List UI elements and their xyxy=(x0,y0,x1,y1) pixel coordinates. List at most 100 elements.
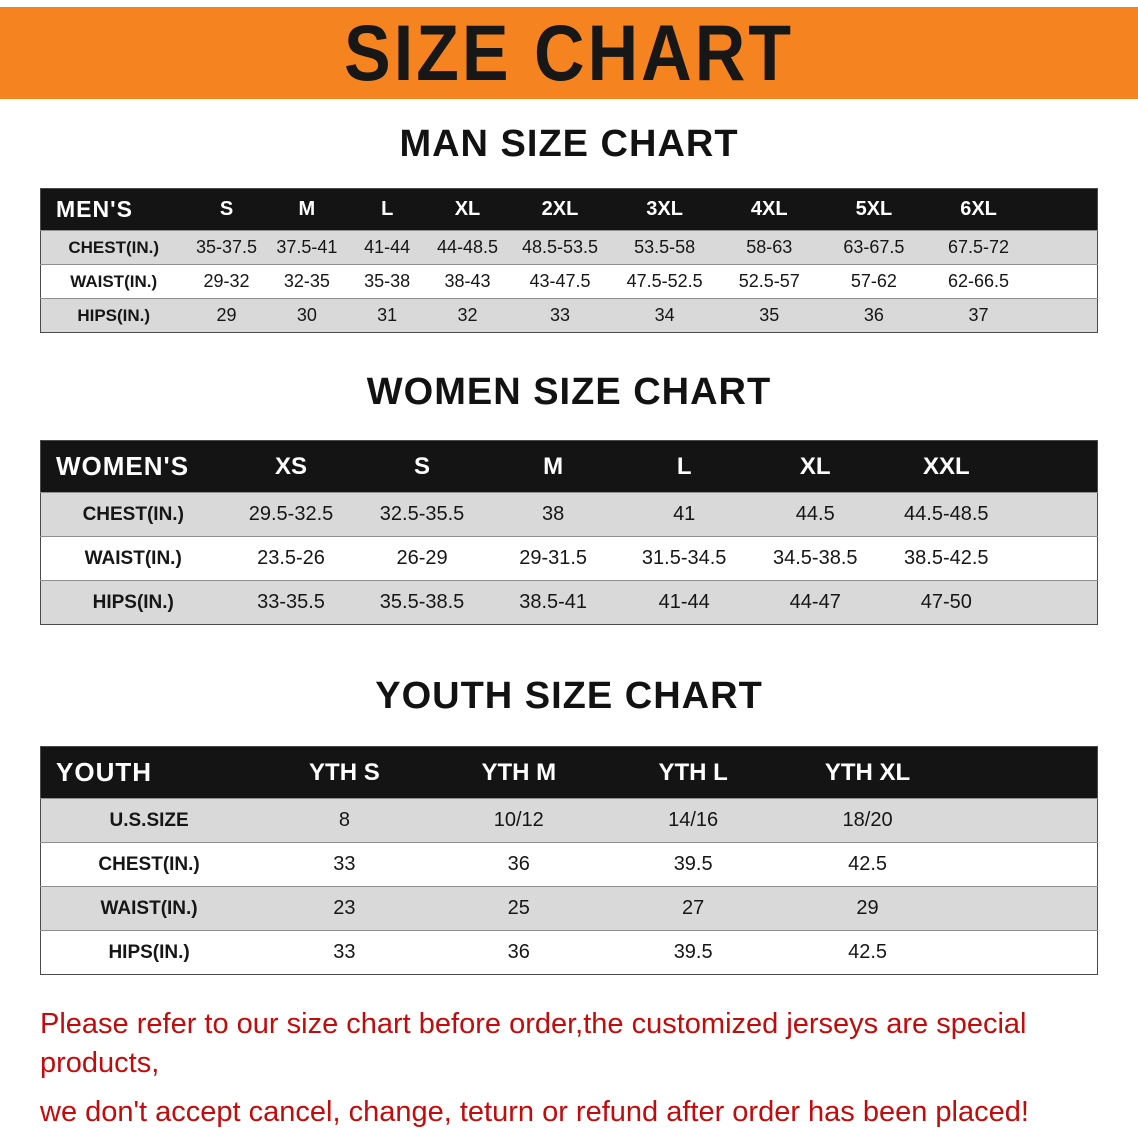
size-cell: 44.5 xyxy=(795,503,835,525)
filler-cell xyxy=(955,931,1098,975)
size-cell: 10/12 xyxy=(493,809,544,831)
disclaimer-line-1: Please refer to our size chart before or… xyxy=(40,1008,1027,1080)
size-chart-page: SIZE CHART MAN SIZE CHART MEN'S S M L XL… xyxy=(0,7,1138,1132)
row-label: HIPS(IN.) xyxy=(92,591,174,613)
size-cell: 35 xyxy=(759,305,780,325)
size-cell: 26-29 xyxy=(396,547,448,569)
size-cell: 8 xyxy=(338,809,350,831)
size-column-header: M xyxy=(266,188,348,231)
size-cell: 39.5 xyxy=(673,941,713,963)
filler-cell xyxy=(955,887,1098,931)
size-cell: 38-43 xyxy=(444,271,491,291)
size-cell: 38.5-42.5 xyxy=(904,547,989,569)
size-cell: 33 xyxy=(549,305,570,325)
men-section: MAN SIZE CHART MEN'S S M L XL 2XL 3XL 4X… xyxy=(0,123,1138,333)
row-label: HIPS(IN.) xyxy=(108,941,190,963)
size-column-header: YTH M xyxy=(431,746,606,799)
men-section-title: MAN SIZE CHART xyxy=(399,123,739,165)
row-label: U.S.SIZE xyxy=(109,809,189,831)
size-cell: 27 xyxy=(682,897,705,919)
row-label: CHEST(IN.) xyxy=(98,853,200,875)
size-cell: 32-35 xyxy=(283,271,330,291)
table-row: HIPS(IN.) 29 30 31 32 33 34 35 36 37 xyxy=(40,298,1098,333)
size-cell: 34.5-38.5 xyxy=(772,547,858,569)
size-column-header: M xyxy=(487,440,619,493)
size-cell: 25 xyxy=(507,897,530,919)
size-cell: 23 xyxy=(333,897,356,919)
size-cell: 35-38 xyxy=(364,271,411,291)
size-cell: 41-44 xyxy=(658,591,710,613)
size-cell: 23.5-26 xyxy=(257,547,325,569)
size-column-header: 5XL xyxy=(821,188,927,231)
size-cell: 29-32 xyxy=(203,271,250,291)
size-column-header: YTH XL xyxy=(780,746,955,799)
size-cell: 44-48.5 xyxy=(436,237,499,257)
size-column-header: XL xyxy=(749,440,881,493)
men-header-row: MEN'S S M L XL 2XL 3XL 4XL 5XL 6XL xyxy=(40,188,1098,231)
size-cell: 42.5 xyxy=(848,941,888,963)
size-column-header: S xyxy=(186,188,267,231)
youth-section: YOUTH SIZE CHART YOUTH YTH S YTH M YTH L… xyxy=(0,675,1138,975)
filler-cell xyxy=(1012,581,1098,625)
filler-cell xyxy=(1031,231,1098,265)
banner-title: SIZE CHART xyxy=(344,9,794,97)
filler-cell xyxy=(1011,440,1098,493)
youth-table-corner-label: YOUTH xyxy=(40,746,258,799)
table-row: HIPS(IN.) 33-35.5 35.5-38.5 38.5-41 41-4… xyxy=(40,580,1098,625)
table-row: HIPS(IN.) 33 36 39.5 42.5 xyxy=(40,930,1098,975)
table-row: WAIST(IN.) 23 25 27 29 xyxy=(40,886,1098,931)
size-cell: 31.5-34.5 xyxy=(641,547,727,569)
size-cell: 37 xyxy=(968,305,989,325)
filler-cell xyxy=(955,843,1098,887)
size-cell: 38 xyxy=(542,503,565,525)
size-cell: 35.5-38.5 xyxy=(379,591,465,613)
women-table-corner-label: WOMEN'S xyxy=(40,440,226,493)
table-row: U.S.SIZE 8 10/12 14/16 18/20 xyxy=(40,798,1098,843)
size-cell: 41-44 xyxy=(364,237,411,257)
size-cell: 53.5-58 xyxy=(634,237,696,257)
youth-size-table: YOUTH YTH S YTH M YTH L YTH XL U.S.SIZE … xyxy=(40,746,1098,975)
size-cell: 43-47.5 xyxy=(529,271,591,291)
women-header-row: WOMEN'S XS S M L XL XXL xyxy=(40,440,1098,493)
size-cell: 33-35.5 xyxy=(257,591,325,613)
size-cell: 44.5-48.5 xyxy=(904,503,989,525)
row-label: CHEST(IN.) xyxy=(82,503,184,525)
size-cell: 32.5-35.5 xyxy=(379,503,465,525)
size-cell: 30 xyxy=(296,305,317,325)
youth-header-row: YOUTH YTH S YTH M YTH L YTH XL xyxy=(40,746,1098,799)
size-cell: 47.5-52.5 xyxy=(626,271,703,291)
size-column-header: XS xyxy=(225,440,357,493)
size-cell: 44-47 xyxy=(789,591,841,613)
size-column-header: L xyxy=(618,440,750,493)
size-cell: 18/20 xyxy=(842,809,893,831)
youth-section-title: YOUTH SIZE CHART xyxy=(375,675,763,717)
size-cell: 33 xyxy=(333,941,356,963)
size-cell: 57-62 xyxy=(850,271,897,291)
size-column-header: L xyxy=(347,188,428,231)
banner: SIZE CHART xyxy=(0,7,1138,99)
size-cell: 39.5 xyxy=(673,853,713,875)
table-row: WAIST(IN.) 23.5-26 26-29 29-31.5 31.5-34… xyxy=(40,536,1098,581)
disclaimer: Please refer to our size chart before or… xyxy=(40,1005,1102,1132)
row-label: WAIST(IN.) xyxy=(84,547,182,569)
filler-cell xyxy=(954,746,1098,799)
table-row: WAIST(IN.) 29-32 32-35 35-38 38-43 43-47… xyxy=(40,264,1098,299)
size-column-header: 6XL xyxy=(926,188,1031,231)
row-label: HIPS(IN.) xyxy=(77,305,151,325)
row-label: WAIST(IN.) xyxy=(70,271,158,291)
size-column-header: 2XL xyxy=(507,188,613,231)
men-size-table: MEN'S S M L XL 2XL 3XL 4XL 5XL 6XL CHEST… xyxy=(40,188,1098,333)
table-row: CHEST(IN.) 33 36 39.5 42.5 xyxy=(40,842,1098,887)
size-cell: 31 xyxy=(377,305,398,325)
women-size-table: WOMEN'S XS S M L XL XXL CHEST(IN.) 29.5-… xyxy=(40,440,1098,625)
size-cell: 38.5-41 xyxy=(519,591,588,613)
filler-cell xyxy=(1030,188,1098,231)
size-cell: 36 xyxy=(863,305,884,325)
table-row: CHEST(IN.) 29.5-32.5 32.5-35.5 38 41 44.… xyxy=(40,492,1098,537)
disclaimer-line-2: we don't accept cancel, change, teturn o… xyxy=(40,1096,1029,1129)
women-section: WOMEN SIZE CHART WOMEN'S XS S M L XL XXL xyxy=(0,371,1138,625)
size-cell: 35-37.5 xyxy=(195,237,258,257)
row-label: WAIST(IN.) xyxy=(100,897,198,919)
size-cell: 62-66.5 xyxy=(948,271,1010,291)
size-cell: 29 xyxy=(856,897,879,919)
